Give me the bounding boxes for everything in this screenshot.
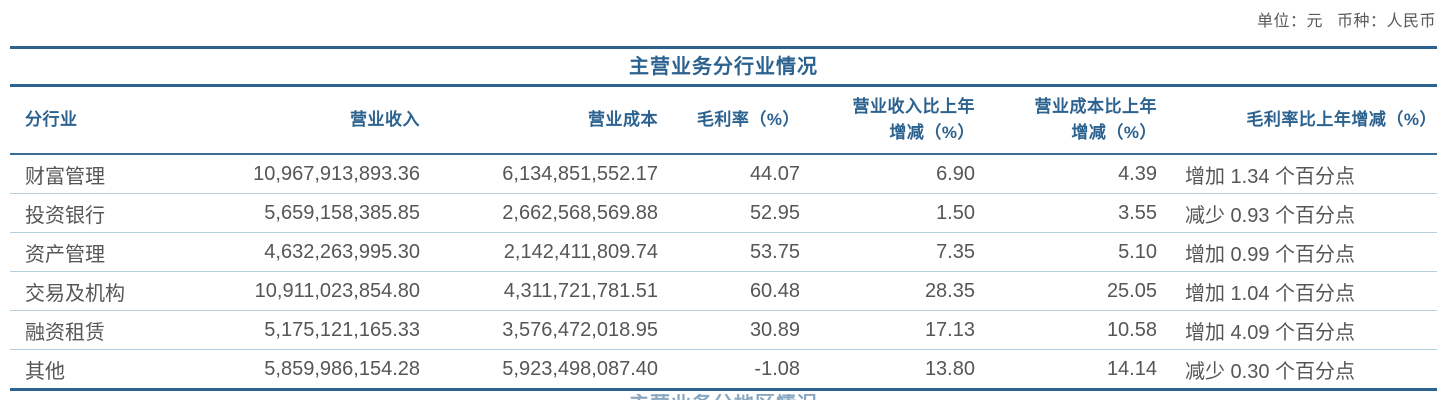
table-cell: 增加 1.34 个百分点 [1185,165,1356,188]
table-cell: 30.89 [749,318,800,341]
table-row: 资产管理 4,632,263,995.30 2,142,411,809.74 53.7… [10,232,1437,272]
col-header-cost: 营业成本 [588,109,658,129]
col-header-revenue: 营业收入 [350,109,420,129]
table-cell: 3.55 [1118,201,1157,224]
table-cell: 5.10 [1118,240,1157,263]
currency-label: 币种：人民币 [1336,13,1436,30]
col-header-revenue-yoy: 营业收入比上年 增减（%） [852,96,975,142]
col-header-cost-yoy: 营业成本比上年 增减（%） [1034,96,1157,142]
table-cell: 10.58 [1106,318,1157,341]
table-row: 交易及机构 10,911,023,854.80 4,311,721,781.51 60… [10,271,1437,311]
table-cell: 5,859,986,154.28 [264,357,420,380]
table-row: 财富管理 10,967,913,893.36 6,134,851,552.17 44.… [10,154,1437,194]
table-cell: 融资租赁 [25,321,105,344]
table-cell: 14.14 [1106,357,1157,380]
col-header-gross-margin-yoy: 毛利率比上年增减（%） [1246,109,1437,129]
table-cell: 5,175,121,165.33 [264,318,420,341]
table-cell: 4,311,721,781.51 [503,279,658,302]
col-header-segment: 分行业 [25,109,78,129]
table-cell: 7.35 [936,240,975,263]
table-cell: 资产管理 [25,243,105,266]
segment-table-section: 主营业务分行业情况 分行业 营业收入 营业成本 毛利率（%） 营业收入比上年 增… [10,46,1437,391]
table-cell: 53.75 [749,240,800,263]
table-cell: 52.95 [749,201,800,224]
segment-table: 分行业 营业收入 营业成本 毛利率（%） 营业收入比上年 增减（%） 营业成本比… [10,84,1437,391]
table-cell: 其他 [25,360,65,383]
table-cell: 财富管理 [25,165,105,188]
table-cell: 25.05 [1106,279,1157,302]
table-cell: 增加 0.99 个百分点 [1185,243,1356,266]
table-row: 投资银行 5,659,158,385.85 2,662,568,569.88 52.9… [10,193,1437,233]
table-row: 其他 5,859,986,154.28 5,923,498,087.40 -1.08 1… [10,349,1437,390]
table-cell: 1.50 [936,201,975,224]
table-cell: 4.39 [1118,162,1157,185]
table-cell: 增加 4.09 个百分点 [1185,321,1356,344]
table-cell: 2,142,411,809.74 [503,240,658,263]
table-row: 融资租赁 5,175,121,165.33 3,576,472,018.95 30.8… [10,310,1437,350]
unit-label: 单位：元 [1256,13,1323,30]
table-cell: 增加 1.04 个百分点 [1185,282,1356,305]
table-cell: 10,967,913,893.36 [253,162,420,185]
table-title: 主营业务分行业情况 [10,46,1437,84]
table-cell: 5,923,498,087.40 [502,357,658,380]
table-cell: 17.13 [924,318,975,341]
table-cell: 减少 0.93 个百分点 [1185,204,1356,227]
unit-currency-note: 单位：元 币种：人民币 [1257,7,1436,31]
table-cell: 28.35 [924,279,975,302]
table-cell: 44.07 [749,162,800,185]
table-cell: 2,662,568,569.88 [502,201,658,224]
table-cell: 6.90 [936,162,975,185]
table-cell: 投资银行 [25,204,105,227]
table-cell: 10,911,023,854.80 [254,279,420,302]
table-cell: 13.80 [924,357,975,380]
table-cell: 60.48 [749,279,800,302]
table-cell: 4,632,263,995.30 [264,240,420,263]
table-cell: 6,134,851,552.17 [502,162,658,185]
next-section-title-partial: 主营业务分地区情况 [0,394,1447,400]
header-row: 分行业 营业收入 营业成本 毛利率（%） 营业收入比上年 增减（%） 营业成本比… [10,86,1437,154]
table-cell: 5,659,158,385.85 [264,201,420,224]
table-cell: 3,576,472,018.95 [502,318,658,341]
col-header-gross-margin: 毛利率（%） [696,109,800,129]
table-cell: -1.08 [754,357,800,380]
table-cell: 减少 0.30 个百分点 [1185,360,1356,383]
table-cell: 交易及机构 [25,282,125,305]
